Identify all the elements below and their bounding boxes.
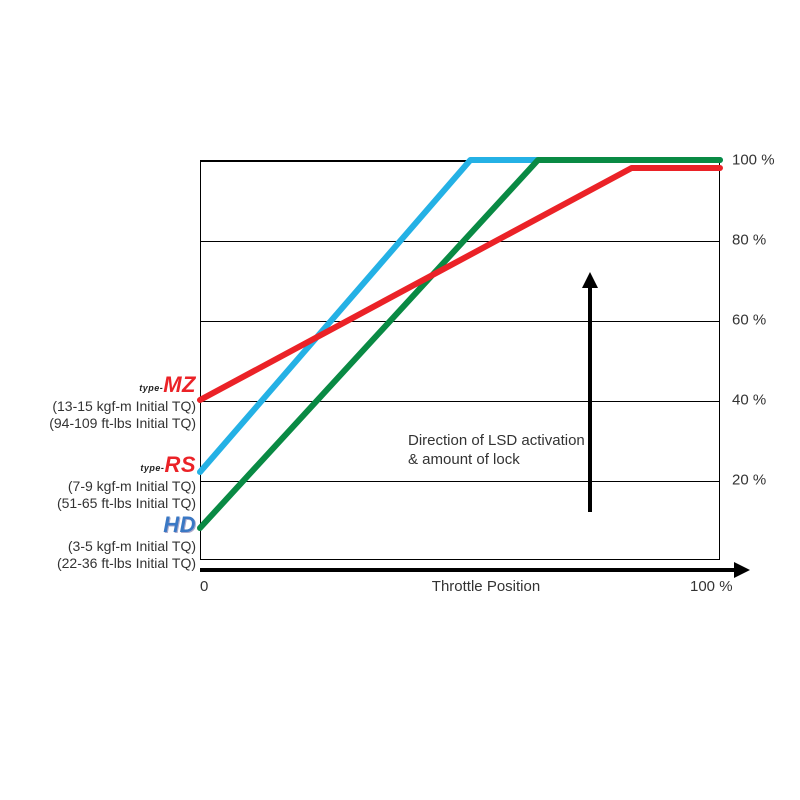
legend-logo-prefix: type- <box>139 383 163 393</box>
x-axis-label: Throttle Position <box>382 578 590 595</box>
series-line-type-RS <box>200 160 720 528</box>
legend-line2: (22-36 ft-lbs Initial TQ) <box>0 555 196 572</box>
series-line-type-MZ <box>200 168 720 400</box>
x-axis-arrowhead <box>734 562 750 578</box>
legend-logo-type-RS: type-RS <box>0 452 196 478</box>
chart-canvas: 20 % 40 % 60 % 80 % 100 % 0 100 % Throttle Posi… <box>0 0 800 800</box>
annotation-text: Direction of LSD activation& amount of l… <box>408 432 585 470</box>
ytick-label: 20 % <box>732 472 766 489</box>
legend-logo-text: HD <box>163 512 196 537</box>
legend-type-MZ: type-MZ(13-15 kgf-m Initial TQ)(94-109 f… <box>0 372 196 432</box>
ytick-label: 80 % <box>732 232 766 249</box>
series-line-Hybrid Diff <box>200 160 720 472</box>
annotation-line2: & amount of lock <box>408 451 585 470</box>
xtick-label: 0 <box>200 578 208 595</box>
legend-line2: (94-109 ft-lbs Initial TQ) <box>0 415 196 432</box>
legend-logo-text: RS <box>164 452 196 477</box>
ytick-label: 60 % <box>732 312 766 329</box>
legend-line2: (51-65 ft-lbs Initial TQ) <box>0 495 196 512</box>
legend-line1: (7-9 kgf-m Initial TQ) <box>0 478 196 495</box>
legend-logo-type-MZ: type-MZ <box>0 372 196 398</box>
ytick-label: 40 % <box>732 392 766 409</box>
legend-Hybrid Diff: HD(3-5 kgf-m Initial TQ)(22-36 ft-lbs In… <box>0 512 196 572</box>
legend-logo-prefix: type- <box>140 463 164 473</box>
legend-type-RS: type-RS(7-9 kgf-m Initial TQ)(51-65 ft-l… <box>0 452 196 512</box>
legend-line1: (3-5 kgf-m Initial TQ) <box>0 538 196 555</box>
annotation-line1: Direction of LSD activation <box>408 432 585 451</box>
legend-logo-Hybrid Diff: HD <box>0 512 196 538</box>
legend-logo-text: MZ <box>163 372 196 397</box>
xtick-label: 100 % <box>690 578 733 595</box>
annotation-arrowhead <box>582 272 598 288</box>
ytick-label: 100 % <box>732 152 775 169</box>
legend-line1: (13-15 kgf-m Initial TQ) <box>0 398 196 415</box>
